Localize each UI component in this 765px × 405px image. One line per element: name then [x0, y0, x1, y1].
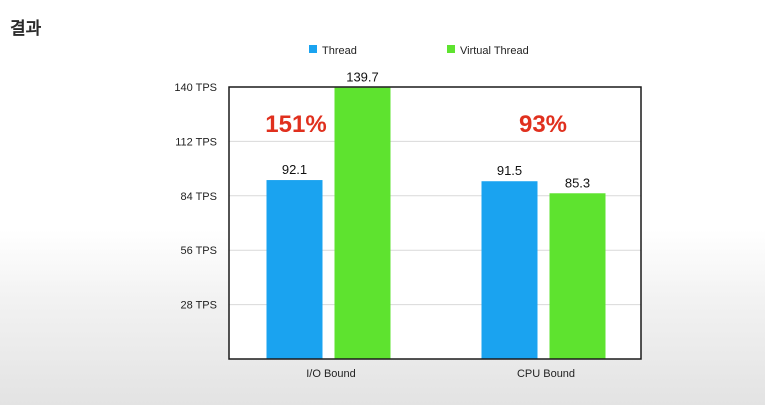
legend-swatch: [309, 45, 317, 53]
plot-border: [228, 86, 642, 360]
y-tick-label: 56 TPS: [181, 245, 218, 257]
percent-annotation: 151%: [265, 111, 326, 138]
slide-title: 결과: [10, 19, 42, 39]
bar: [266, 180, 323, 359]
legend-label: Thread: [322, 45, 357, 57]
data-label: 85.3: [565, 175, 590, 190]
percent-annotation: 93%: [519, 111, 567, 138]
bar: [549, 193, 606, 359]
x-tick-label: I/O Bound: [306, 368, 356, 380]
y-tick-label: 112 TPS: [175, 136, 217, 148]
x-tick-label: CPU Bound: [517, 368, 575, 380]
data-label: 91.5: [497, 163, 522, 178]
data-label: 139.7: [346, 70, 379, 85]
legend-swatch: [447, 45, 455, 53]
data-label: 92.1: [282, 162, 307, 177]
bar: [334, 87, 391, 359]
y-tick-label: 28 TPS: [181, 300, 218, 312]
y-tick-label: 84 TPS: [181, 191, 218, 203]
y-tick-label: 140 TPS: [174, 82, 217, 94]
bar: [481, 181, 538, 359]
legend-label: Virtual Thread: [460, 45, 529, 57]
